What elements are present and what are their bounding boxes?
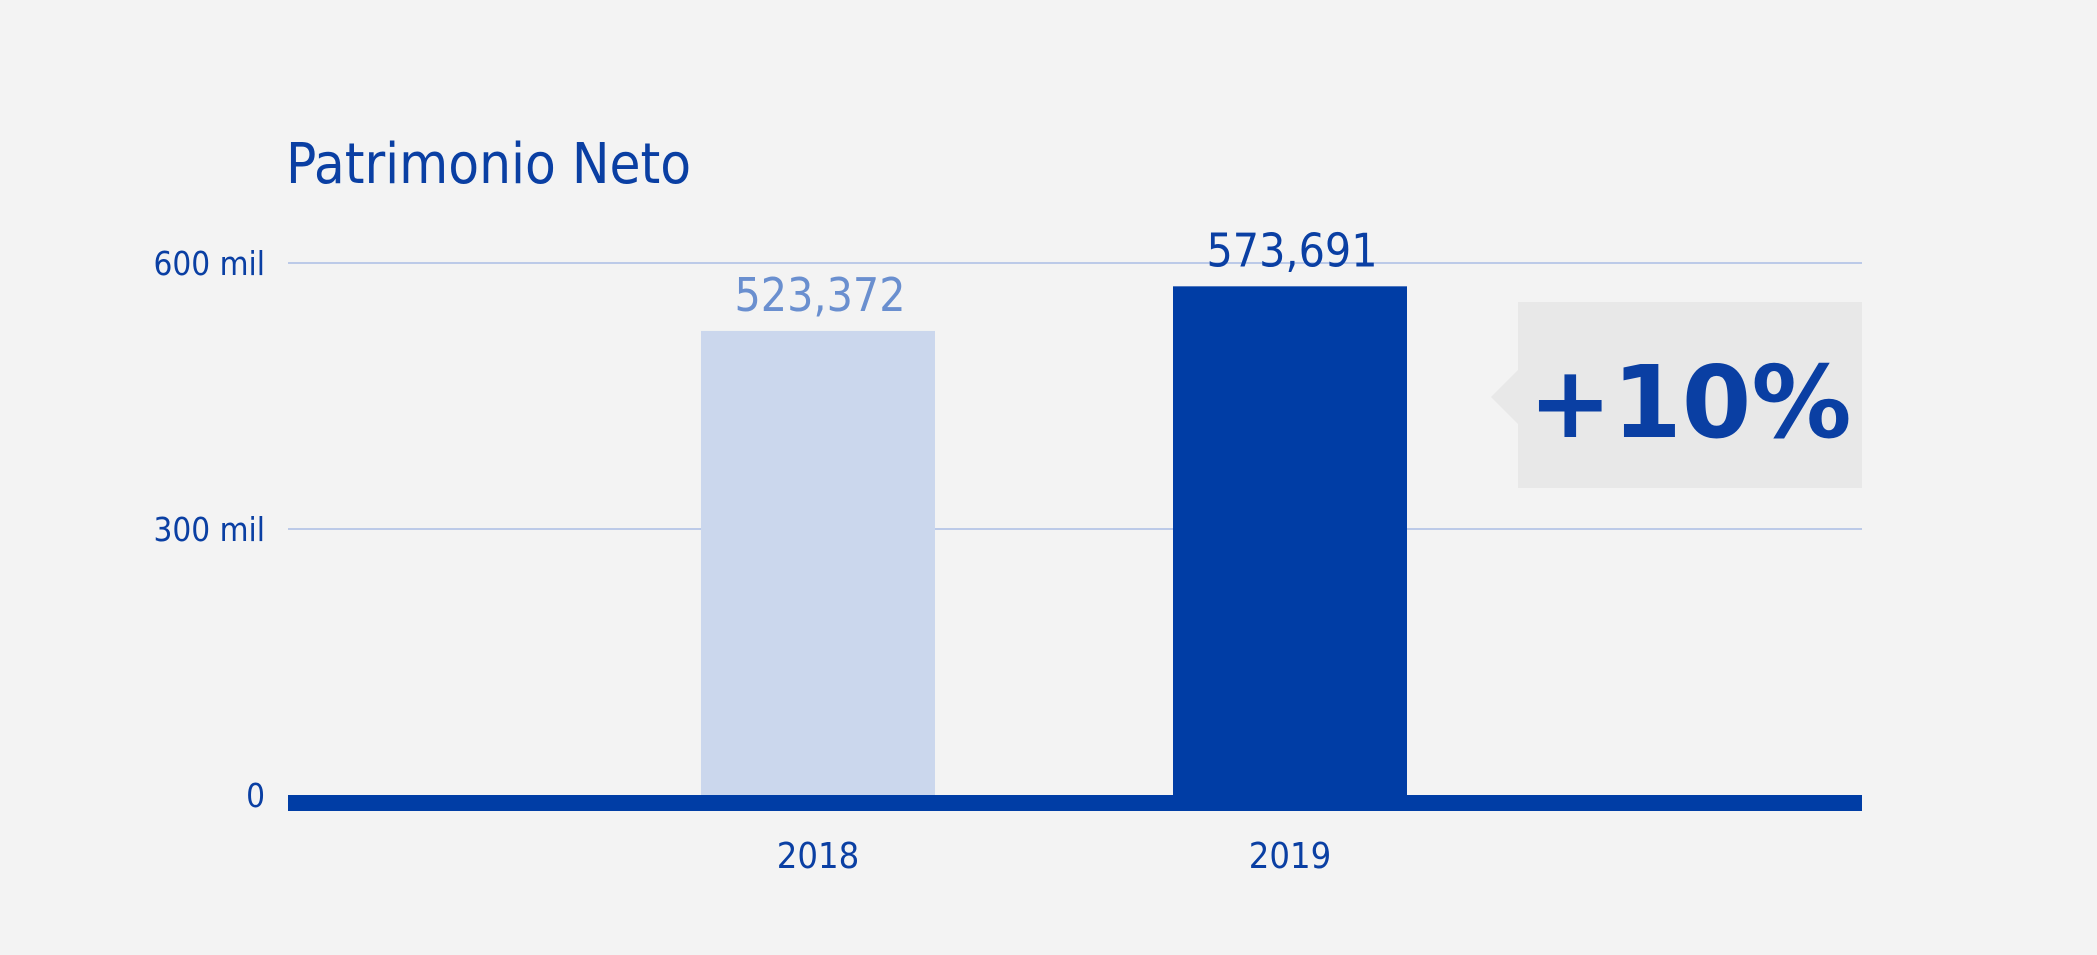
x-axis-labels: 2018 2019 bbox=[777, 836, 1331, 877]
bars bbox=[701, 286, 1407, 795]
badge-callout bbox=[1491, 302, 1862, 488]
y-tick-label: 0 bbox=[246, 776, 265, 815]
x-axis-baseline bbox=[288, 795, 1862, 811]
change-badge: +10% bbox=[1491, 302, 1862, 488]
change-badge-label: +10% bbox=[1528, 344, 1851, 461]
y-axis-ticks: 0 300 mil 600 mil bbox=[153, 244, 265, 815]
chart-title: Patrimonio Neto bbox=[286, 132, 691, 197]
y-tick-label: 300 mil bbox=[153, 510, 265, 549]
value-label-2018: 523,372 bbox=[734, 268, 905, 322]
gridlines bbox=[288, 262, 1862, 530]
x-tick-label: 2019 bbox=[1249, 836, 1331, 877]
bar-2019 bbox=[1173, 286, 1407, 795]
value-label-2019: 573,691 bbox=[1206, 223, 1377, 277]
bar-2018 bbox=[701, 330, 935, 795]
y-tick-label: 600 mil bbox=[153, 244, 265, 283]
value-labels: 523,372 573,691 bbox=[734, 223, 1377, 322]
x-tick-label: 2018 bbox=[777, 836, 859, 877]
